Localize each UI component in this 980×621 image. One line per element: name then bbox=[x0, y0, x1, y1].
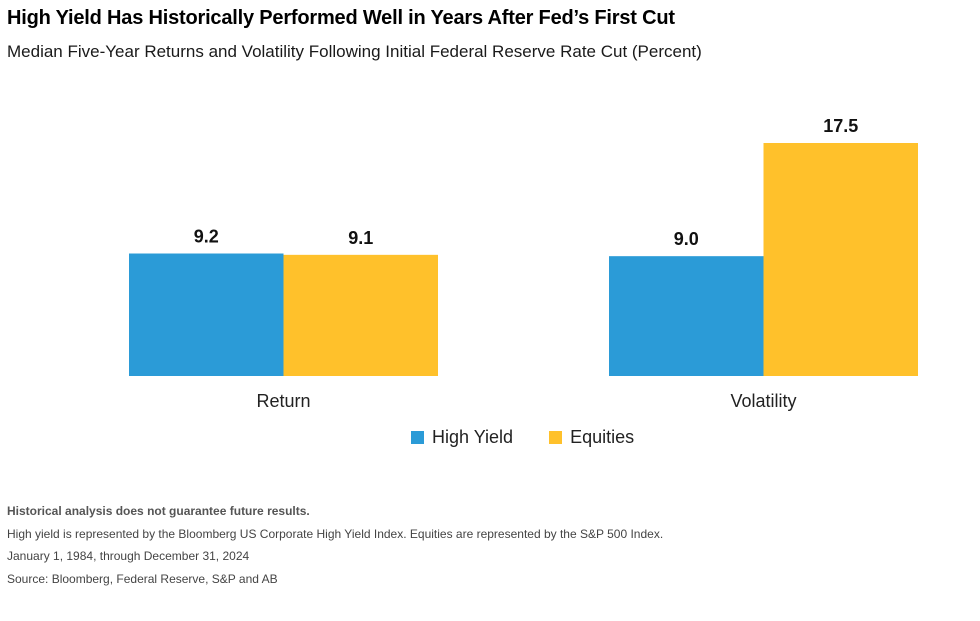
disclaimer-note: Historical analysis does not guarantee f… bbox=[7, 504, 310, 518]
bar-return-high-yield bbox=[129, 253, 284, 376]
bar-volatility-equities bbox=[763, 143, 918, 376]
legend-item-equities: Equities bbox=[549, 427, 634, 448]
data-label-return-high-yield: 9.2 bbox=[194, 227, 219, 247]
legend-label-equities: Equities bbox=[570, 427, 635, 447]
bar-return-equities bbox=[283, 254, 438, 376]
legend-item-high-yield: High Yield bbox=[411, 427, 513, 448]
legend-swatch-equities bbox=[549, 431, 563, 444]
bar-chart: 9.2 9.1 Return 9.0 17.5 Volatility bbox=[129, 116, 918, 411]
legend: High Yield Equities bbox=[411, 427, 670, 448]
category-label-return: Return bbox=[256, 391, 310, 411]
source-note: Source: Bloomberg, Federal Reserve, S&P … bbox=[7, 571, 278, 586]
data-label-return-equities: 9.1 bbox=[348, 228, 373, 248]
index-note: High yield is represented by the Bloombe… bbox=[7, 526, 664, 541]
category-label-volatility: Volatility bbox=[730, 391, 796, 411]
date-range-note: January 1, 1984, through December 31, 20… bbox=[7, 549, 250, 563]
data-label-volatility-high-yield: 9.0 bbox=[674, 229, 699, 249]
footnotes: Historical analysis does not guarantee f… bbox=[7, 500, 663, 590]
legend-swatch-high-yield bbox=[411, 431, 424, 444]
bar-volatility-high-yield bbox=[609, 256, 764, 376]
chart-title: High Yield Has Historically Performed We… bbox=[7, 7, 675, 29]
legend-label-high-yield: High Yield bbox=[432, 427, 514, 447]
data-label-volatility-equities: 17.5 bbox=[823, 116, 858, 136]
chart-subtitle: Median Five-Year Returns and Volatility … bbox=[7, 42, 702, 61]
